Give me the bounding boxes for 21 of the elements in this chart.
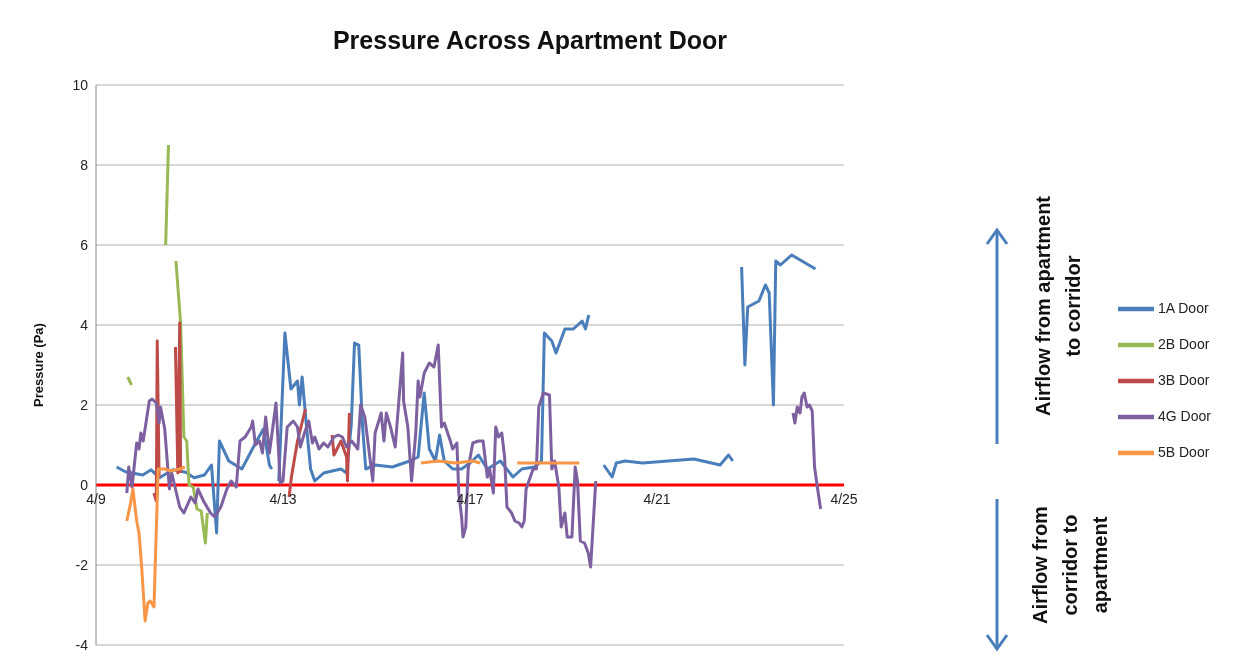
y-tick-label: 2 [80,396,89,413]
y-tick-label: 4 [80,316,89,333]
x-tick-label: 4/25 [830,491,858,508]
legend-label: 3B Door [1158,372,1210,389]
x-tick-label: 4/13 [269,491,297,508]
legend-label: 4G Door [1158,408,1211,425]
y-tick-label: 6 [80,236,89,253]
text: Airflow from corridor to apartment [1028,505,1112,626]
y-tick-label: 0 [80,476,89,493]
chart-title: Pressure Across Apartment Door [331,26,729,55]
x-tick-label: 4/21 [643,491,671,508]
x-tick-label: 4/9 [86,491,106,508]
legend-label: 2B Door [1158,336,1210,353]
legend-label: 5B Door [1158,444,1210,461]
y-axis-title: Pressure (Pa) [30,323,46,407]
text: Airflow from apartment to corridor [1031,195,1085,418]
y-tick-label: -4 [75,636,89,653]
legend-label: 1A Door [1158,300,1209,317]
y-tick-label: 10 [72,76,89,93]
y-tick-label: -2 [75,556,89,573]
y-tick-label: 8 [80,156,89,173]
